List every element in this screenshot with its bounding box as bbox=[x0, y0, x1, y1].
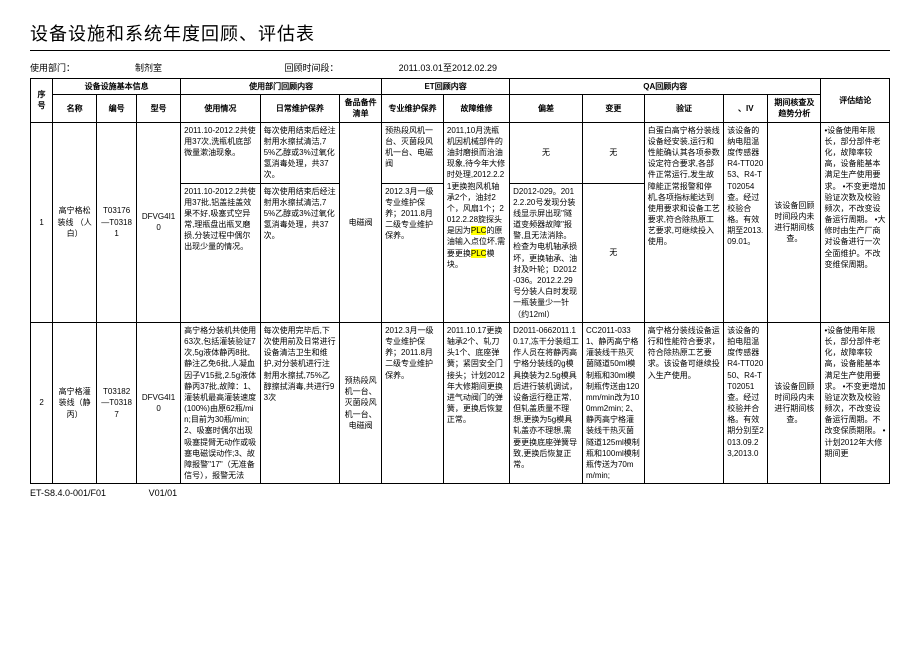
th-conclusion: 评估结论 bbox=[821, 79, 890, 123]
th-deviation: 偏差 bbox=[510, 95, 583, 122]
cell-deviation: D2011-0662011.10.17,冻干分装组工作人员在将静丙高宁格分装线的… bbox=[510, 322, 583, 484]
th-usage: 使用情况 bbox=[181, 95, 260, 122]
cell-verify: 高宁格分装线设备运行和性能符合要求，符合除热原工艺要求。该设备可继续投入生产使用… bbox=[644, 322, 723, 484]
th-code: 编号 bbox=[97, 95, 137, 122]
cell-iv: 该设备的拍电阻温度传感器R4-TT02050、R4-TT02051查。经过校验并… bbox=[724, 322, 768, 484]
cell-code: T03182—T03187 bbox=[97, 322, 137, 484]
cell-deviation-top: 无 bbox=[510, 122, 583, 183]
cell-usage: 高宁格分装机共使用63次,包括灌装验证7次,5g液体静丙8批,静注乙免6批,人凝… bbox=[181, 322, 260, 484]
th-iv: 、IV bbox=[724, 95, 768, 122]
dept-label: 使用部门：制剂室 bbox=[30, 63, 222, 73]
cell-daily: 每次使用完毕后,下次使用前及日常进行设备清洁卫生和维护,对分装机进行注射用水擦拭… bbox=[260, 322, 339, 484]
th-daily: 日常维护保养 bbox=[260, 95, 339, 122]
th-basic: 设备设施基本信息 bbox=[53, 79, 181, 95]
cell-change-top: 无 bbox=[582, 122, 644, 183]
th-spare: 备品备件清单 bbox=[340, 95, 382, 122]
page-title: 设备设施和系统年度回顾、评估表 bbox=[30, 20, 890, 51]
cell-model: DFVG4I10 bbox=[136, 322, 180, 484]
th-seq: 序号 bbox=[31, 79, 53, 123]
th-verify: 验证 bbox=[644, 95, 723, 122]
cell-prof: 2012.3月一级专业维护保养；2011.8月二级专业维护保养。 bbox=[382, 322, 444, 484]
footer-code: ET-S8.4.0-001/F01 bbox=[30, 488, 106, 498]
cell-deviation-bot: D2012-029。2012.2.20号发现分装线显示屏出现"隧道变频器故障"报… bbox=[510, 183, 583, 322]
meta-row: 使用部门：制剂室 回顾时间段：2011.03.01至2012.02.29 bbox=[30, 61, 890, 74]
footer: ET-S8.4.0-001/F01 V01/01 bbox=[30, 488, 890, 498]
cell-period: 该设备回顾时间段内未进行期间核查。 bbox=[768, 322, 821, 484]
cell-conclusion: •设备使用年限长，部分部件老化，故障率较高，设备能基本满足生产使用要求。 •不变… bbox=[821, 322, 890, 484]
th-period: 期间核查及趋势分析 bbox=[768, 95, 821, 122]
cell-verify: 白蛋白高宁格分装线设备经安装,运行和性能确认其各项参数设定符合要求,各部件正常运… bbox=[644, 122, 723, 322]
th-et: ET回顾内容 bbox=[382, 79, 510, 95]
cell-seq: 1 bbox=[31, 122, 53, 322]
cell-model: DFVG4I10 bbox=[136, 122, 180, 322]
th-name: 名称 bbox=[53, 95, 97, 122]
th-fault: 故障维修 bbox=[443, 95, 509, 122]
th-change: 变更 bbox=[582, 95, 644, 122]
review-table: 序号 设备设施基本信息 使用部门回顾内容 ET回顾内容 QA回顾内容 评估结论 … bbox=[30, 78, 890, 484]
cell-prof-top: 预热段风机一台、灭菌段风机一台、电磁阀 bbox=[382, 122, 444, 183]
cell-usage-bot: 2011.10-2012.2共使用37批,铝盖挂盖效果不好,吸塞式空异常,理瓶盘… bbox=[181, 183, 260, 322]
cell-conclusion: •设备使用年限长，部分部件老化，故障率较高，设备能基本满足生产使用要求。 •不变… bbox=[821, 122, 890, 322]
cell-usage-top: 2011.10-2012.2共使用37次,洗瓶机底部微量漱油现象。 bbox=[181, 122, 260, 183]
cell-daily-top: 每次使用结束后经注射用水擦拭清洁,75%乙醇或3%过氧化氢消毒处理，共37次。 bbox=[260, 122, 339, 183]
cell-name: 高宁格松装线 （人白） bbox=[53, 122, 97, 322]
th-prof: 专业维护保养 bbox=[382, 95, 444, 122]
th-dept: 使用部门回顾内容 bbox=[181, 79, 382, 95]
cell-spare: 电磁阀 bbox=[340, 122, 382, 322]
period-label: 回顾时间段：2011.03.01至2012.02.29 bbox=[285, 63, 557, 73]
cell-name: 高宁格灌装线（静丙） bbox=[53, 322, 97, 484]
cell-iv: 该设备的纳电阻温度传感器R4-TT02053、R4-TT02054查。经过校验合… bbox=[724, 122, 768, 322]
cell-spare: 预热段风机一台、灭菌段风机一台、电磁阀 bbox=[340, 322, 382, 484]
cell-change-bot: 无 bbox=[582, 183, 644, 322]
th-qa: QA回顾内容 bbox=[510, 79, 821, 95]
cell-daily-bot: 每次使用结束后经注射用水擦拭清洁,75%乙醇或3%过氧化氢消毒处理，共37次。 bbox=[260, 183, 339, 322]
cell-period: 该设备回顾时间段内未进行期间核查。 bbox=[768, 122, 821, 322]
cell-prof-bot: 2012.3月一级专业维护保养；2011.8月二级专业维护保养。 bbox=[382, 183, 444, 322]
th-model: 型号 bbox=[136, 95, 180, 122]
cell-seq: 2 bbox=[31, 322, 53, 484]
cell-change: CC2011-033 1、静丙高宁格灌装线干热灭菌隧道50ml模制瓶和30ml模… bbox=[582, 322, 644, 484]
cell-fault: 2011.10.17更换轴承2个、轧刀头1个、底座弹簧；紧固安全门接头；计划20… bbox=[443, 322, 509, 484]
footer-ver: V01/01 bbox=[149, 488, 178, 498]
cell-fault: 2011,10月洗瓶机因机械部件的油封磨损而治油现象,待今年大修时处理,2012… bbox=[443, 122, 509, 322]
cell-code: T03176—T03181 bbox=[97, 122, 137, 322]
